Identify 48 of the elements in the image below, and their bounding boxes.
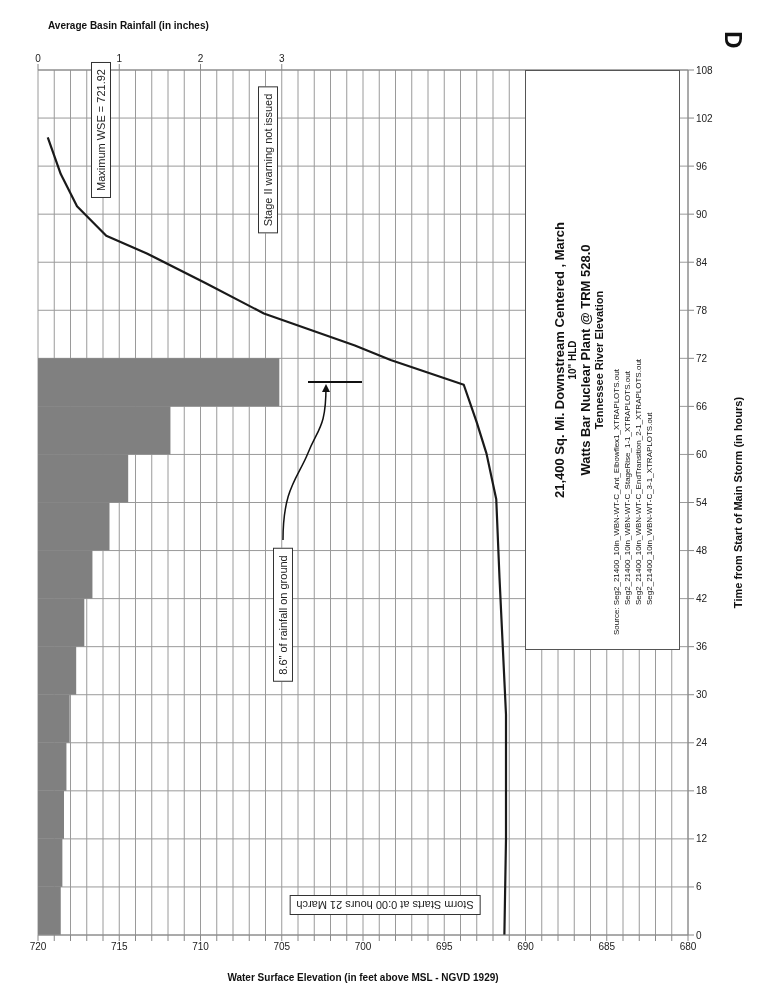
y-tick-label: 42 <box>696 593 708 605</box>
annotation: Seg2_21400_10in_WBN-WT-C_3-1_XTRAPLOTS.out <box>643 411 654 607</box>
annotation: Stage II warning not issued <box>258 86 278 234</box>
y-tick-label: 12 <box>696 833 708 845</box>
x-tick-label: 690 <box>517 941 535 953</box>
x-tick-label: 700 <box>354 941 372 953</box>
annotation: Seg2_21400_10in_WBN-WT-C_EndTransition_2-1_XTRAPLOTS.out <box>632 357 643 607</box>
y-tick-label: 96 <box>696 160 708 172</box>
x-tick-label: 720 <box>29 941 47 953</box>
y-tick-label: 6 <box>696 881 702 893</box>
x2-tick-label: 0 <box>35 53 42 64</box>
x2-tick-label: 1 <box>116 53 123 64</box>
text: D <box>719 31 747 49</box>
y-tick-label: 48 <box>696 545 708 557</box>
annotation: Tennessee River Elevation <box>592 289 604 432</box>
x-tick-label: 680 <box>679 941 697 953</box>
y-tick-label: 108 <box>696 64 714 76</box>
chart-title: 21,400 Sq. Mi. Downstream Centered , March <box>551 222 566 498</box>
y-tick-label: 18 <box>696 785 708 797</box>
y-tick-label: 84 <box>696 256 708 268</box>
y-tick-label: 90 <box>696 208 708 220</box>
y-axis-title: Time from Start of Main Storm (in hours) <box>731 396 744 609</box>
annotation: 8.6" of rainfall on ground <box>273 548 293 682</box>
y-tick-label: 78 <box>696 304 708 316</box>
annotation: Maximum WSE = 721.92 <box>91 62 111 198</box>
x-tick-label: 705 <box>273 941 291 953</box>
text: 10" HLD <box>566 340 577 380</box>
y-tick-label: 36 <box>696 641 708 653</box>
y-tick-label: 30 <box>696 689 708 701</box>
x-axis-title: Water Surface Elevation (in feet above MSL - NGVD 1929) <box>227 972 499 983</box>
annotation: Seg2_21400_10in_WBN-WT-C_StageRise_1-1_XTRAPLOTS.out <box>621 370 632 607</box>
y-tick-label: 102 <box>696 112 714 124</box>
y-tick-label: 72 <box>696 352 708 364</box>
x2-tick-label: 3 <box>278 53 285 64</box>
x2-axis-title: Average Basin Rainfall (in inches) <box>48 20 209 32</box>
y-tick-label: 0 <box>696 929 702 941</box>
y-tick-label: 60 <box>696 448 708 460</box>
x2-tick-label: 2 <box>197 53 204 64</box>
x-tick-label: 695 <box>435 941 454 953</box>
annotation: Watts Bar Nuclear Plant @ TRM 528.0 <box>577 243 592 478</box>
x-tick-label: 710 <box>192 941 210 953</box>
y-tick-label: 24 <box>696 737 708 749</box>
annotation: Storm Starts at 0:00 hours 21 March <box>289 895 481 915</box>
y-tick-label: 54 <box>696 497 708 509</box>
annotation: Source: Seg2_21400_10in_WBN-WT-C_Ant_Elbowflex1_XTRAPLOTS.out <box>610 368 621 635</box>
x-tick-label: 715 <box>110 941 129 953</box>
x-tick-label: 685 <box>598 941 616 953</box>
y-tick-label: 66 <box>696 400 708 412</box>
